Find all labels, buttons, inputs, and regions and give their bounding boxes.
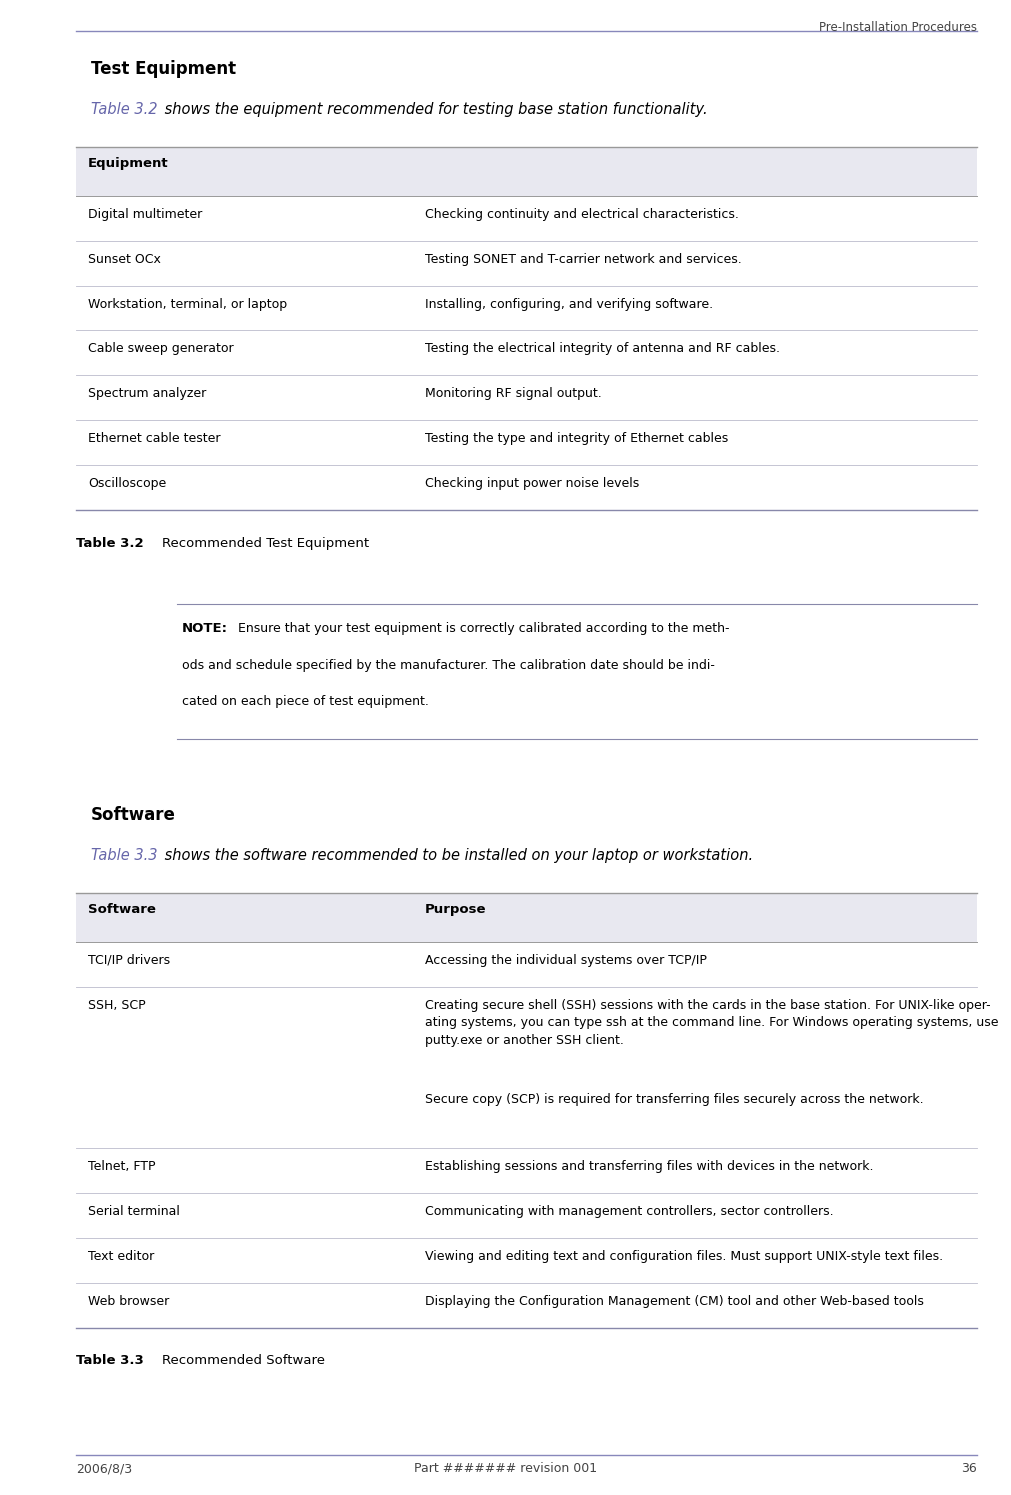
Text: shows the equipment recommended for testing base station functionality.: shows the equipment recommended for test… <box>160 102 707 117</box>
Text: Displaying the Configuration Management (CM) tool and other Web-based tools: Displaying the Configuration Management … <box>425 1295 923 1308</box>
Text: Web browser: Web browser <box>88 1295 169 1308</box>
Text: Workstation, terminal, or laptop: Workstation, terminal, or laptop <box>88 298 287 311</box>
Text: Software: Software <box>88 903 156 916</box>
Text: Establishing sessions and transferring files with devices in the network.: Establishing sessions and transferring f… <box>425 1160 872 1174</box>
Text: TCI/IP drivers: TCI/IP drivers <box>88 954 170 967</box>
Text: Oscilloscope: Oscilloscope <box>88 477 166 490</box>
Text: Testing the type and integrity of Ethernet cables: Testing the type and integrity of Ethern… <box>425 432 728 446</box>
Text: Testing the electrical integrity of antenna and RF cables.: Testing the electrical integrity of ante… <box>425 342 779 356</box>
Text: Telnet, FTP: Telnet, FTP <box>88 1160 156 1174</box>
Text: Software: Software <box>91 806 176 824</box>
Text: Sunset OCx: Sunset OCx <box>88 253 161 266</box>
Text: Recommended Test Equipment: Recommended Test Equipment <box>145 537 368 550</box>
Bar <box>76 893 976 942</box>
Text: Pre-Installation Procedures: Pre-Installation Procedures <box>818 21 976 34</box>
Text: Digital multimeter: Digital multimeter <box>88 208 202 221</box>
Text: Checking continuity and electrical characteristics.: Checking continuity and electrical chara… <box>425 208 738 221</box>
Text: Part ####### revision 001: Part ####### revision 001 <box>415 1462 596 1476</box>
Text: 2006/8/3: 2006/8/3 <box>76 1462 131 1476</box>
Text: Recommended Software: Recommended Software <box>145 1354 325 1368</box>
Text: Test Equipment: Test Equipment <box>91 60 236 78</box>
Text: Purpose: Purpose <box>425 903 486 916</box>
Text: 36: 36 <box>959 1462 976 1476</box>
Text: Table 3.3: Table 3.3 <box>91 848 158 863</box>
Bar <box>76 147 976 196</box>
Text: Cable sweep generator: Cable sweep generator <box>88 342 234 356</box>
Text: Equipment: Equipment <box>88 157 169 170</box>
Text: Table 3.2: Table 3.2 <box>91 102 158 117</box>
Text: shows the software recommended to be installed on your laptop or workstation.: shows the software recommended to be ins… <box>160 848 752 863</box>
Text: Ethernet cable tester: Ethernet cable tester <box>88 432 220 446</box>
Text: Ensure that your test equipment is correctly calibrated according to the meth-: Ensure that your test equipment is corre… <box>238 622 729 635</box>
Text: Monitoring RF signal output.: Monitoring RF signal output. <box>425 387 602 401</box>
Text: Checking input power noise levels: Checking input power noise levels <box>425 477 639 490</box>
Text: Serial terminal: Serial terminal <box>88 1205 180 1218</box>
Text: ods and schedule specified by the manufacturer. The calibration date should be i: ods and schedule specified by the manufa… <box>182 659 715 673</box>
Text: cated on each piece of test equipment.: cated on each piece of test equipment. <box>182 695 429 709</box>
Text: Table 3.2: Table 3.2 <box>76 537 144 550</box>
Text: Secure copy (SCP) is required for transferring files securely across the network: Secure copy (SCP) is required for transf… <box>425 1093 923 1106</box>
Text: Table 3.3: Table 3.3 <box>76 1354 144 1368</box>
Text: Installing, configuring, and verifying software.: Installing, configuring, and verifying s… <box>425 298 713 311</box>
Text: Spectrum analyzer: Spectrum analyzer <box>88 387 206 401</box>
Text: Viewing and editing text and configuration files. Must support UNIX-style text f: Viewing and editing text and configurati… <box>425 1250 942 1263</box>
Text: Testing SONET and T-carrier network and services.: Testing SONET and T-carrier network and … <box>425 253 741 266</box>
Text: NOTE:: NOTE: <box>182 622 227 635</box>
Text: Accessing the individual systems over TCP/IP: Accessing the individual systems over TC… <box>425 954 707 967</box>
Text: SSH, SCP: SSH, SCP <box>88 999 146 1012</box>
Text: Communicating with management controllers, sector controllers.: Communicating with management controller… <box>425 1205 833 1218</box>
Text: Text editor: Text editor <box>88 1250 154 1263</box>
Text: Creating secure shell (SSH) sessions with the cards in the base station. For UNI: Creating secure shell (SSH) sessions wit… <box>425 999 998 1046</box>
